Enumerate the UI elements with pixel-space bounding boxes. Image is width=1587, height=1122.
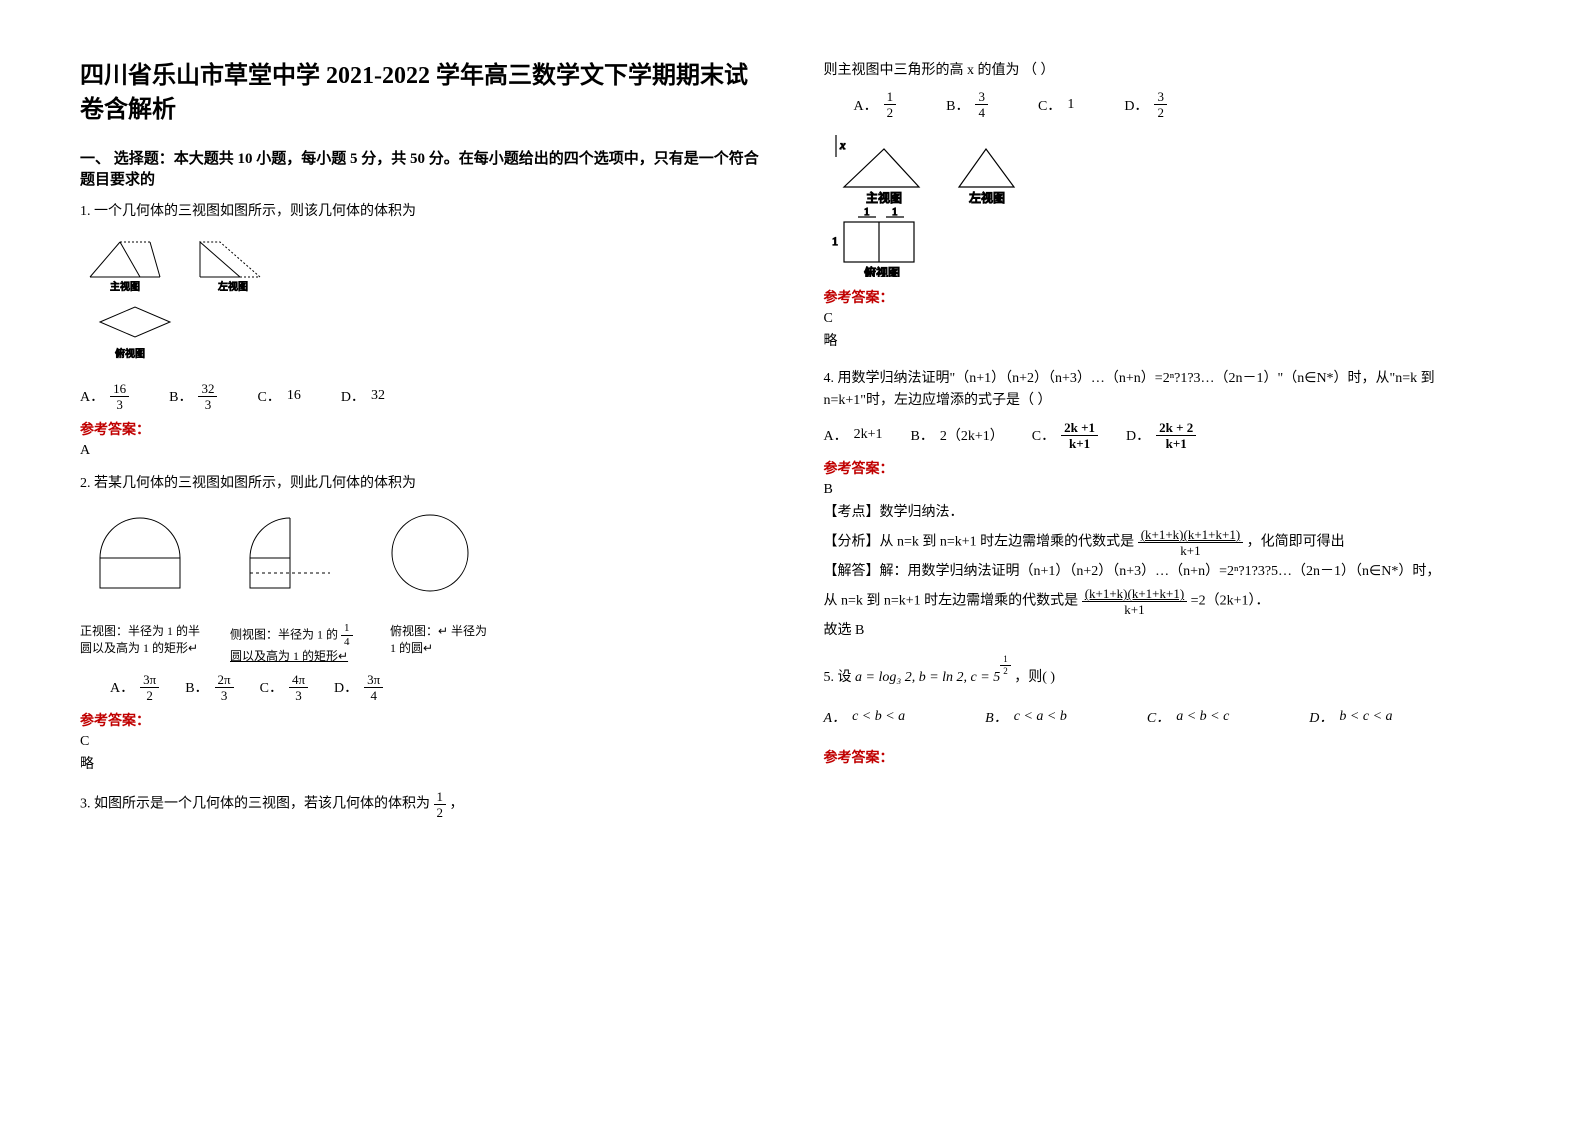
q3-opt-d: D．32: [1124, 90, 1167, 119]
q4-solution-a: 【解答】解：用数学归纳法证明（n+1）（n+2）（n+3）…（n+n）=2ⁿ?1…: [824, 561, 1508, 583]
q2-opt-a: A．3π2: [110, 673, 159, 702]
exam-title: 四川省乐山市草堂中学 2021-2022 学年高三数学文下学期期末试卷含解析: [80, 60, 764, 127]
q3-opt-b: B．34: [946, 90, 988, 119]
right-column: 则主视图中三角形的高 x 的值为 （ ） A．12 B．34 C．1 D．32 …: [824, 60, 1508, 1062]
q4-answer: B: [824, 482, 1508, 498]
q4-opt-d: D．2k + 2k+1: [1126, 421, 1196, 450]
svg-text:左视图: 左视图: [969, 190, 1005, 205]
q2-views-svg: [80, 503, 500, 613]
q2-cap-side: 侧视图：半径为 1 的 14 圆以及高为 1 的矩形↵: [230, 623, 370, 665]
svg-text:1: 1: [832, 234, 838, 248]
q5-opt-d: D．b < c < a: [1309, 707, 1392, 727]
q2-answer-label: 参考答案：: [80, 710, 764, 730]
question-3-part2: 则主视图中三角形的高 x 的值为 （ ） A．12 B．34 C．1 D．32 …: [824, 60, 1508, 354]
q3-text-line1: 3. 如图所示是一个几何体的三视图，若该几何体的体积为 12 ，: [80, 790, 764, 819]
q3-opt-a: A．12: [854, 90, 897, 119]
q5-options: A．c < b < a B．c < a < b C．a < b < c D．b …: [824, 707, 1508, 727]
q4-text: 4. 用数学归纳法证明"（n+1）（n+2）（n+3）…（n+n）=2ⁿ?1?3…: [824, 368, 1508, 413]
section-1-heading: 一、 选择题：本大题共 10 小题，每小题 5 分，共 50 分。在每小题给出的…: [80, 147, 764, 189]
q4-answer-label: 参考答案：: [824, 458, 1508, 478]
q2-cap-top: 俯视图：↵ 半径为 1 的圆↵: [390, 623, 490, 665]
q2-options: A．3π2 B．2π3 C．4π3 D．3π4: [110, 673, 764, 702]
q5-text: 5. 设 a = log₃ 2, b = ln 2, c = 512 ，则( ): [824, 663, 1508, 690]
question-4: 4. 用数学归纳法证明"（n+1）（n+2）（n+3）…（n+n）=2ⁿ?1?3…: [824, 368, 1508, 643]
svg-text:x: x: [839, 138, 846, 152]
svg-text:主视图: 主视图: [110, 280, 140, 293]
q1-answer-label: 参考答案：: [80, 419, 764, 439]
svg-text:俯视图: 俯视图: [864, 265, 900, 277]
q1-figure: 主视图 左视图 俯视图: [80, 232, 764, 372]
q4-options: A．2k+1 B．2（2k+1） C．2k +1k+1 D．2k + 2k+1: [824, 421, 1508, 450]
q1-options: A．163 B．323 C．16 D．32: [80, 382, 764, 411]
q2-opt-d: D．3π4: [334, 673, 383, 702]
q1-views-svg: 主视图 左视图 俯视图: [80, 232, 280, 372]
q1-opt-c: C．16: [257, 386, 300, 406]
question-2: 2. 若某几何体的三视图如图所示，则此几何体的体积为 正视图：半径为 1 的半圆…: [80, 473, 764, 777]
svg-text:左视图: 左视图: [218, 280, 248, 293]
q3-text-line2: 则主视图中三角形的高 x 的值为 （ ）: [824, 60, 1508, 82]
q3-options: A．12 B．34 C．1 D．32: [854, 90, 1508, 119]
svg-text:主视图: 主视图: [866, 190, 902, 205]
svg-text:俯视图: 俯视图: [115, 347, 145, 360]
q3-views-svg: x 主视图 左视图 1 1 1 俯视图: [824, 127, 1054, 277]
q2-figure: [80, 503, 764, 613]
q3-answer: C: [824, 311, 1508, 327]
q3-opt-c: C．1: [1038, 95, 1074, 115]
left-column: 四川省乐山市草堂中学 2021-2022 学年高三数学文下学期期末试卷含解析 一…: [80, 60, 764, 1062]
q2-opt-c: C．4π3: [260, 673, 308, 702]
q4-opt-a: A．2k+1: [824, 425, 883, 445]
question-3-part1: 3. 如图所示是一个几何体的三视图，若该几何体的体积为 12 ，: [80, 790, 764, 819]
q4-solution-b: 从 n=k 到 n=k+1 时左边需增乘的代数式是 (k+1+k)(k+1+k+…: [824, 587, 1508, 616]
q4-analysis: 【分析】从 n=k 到 n=k+1 时左边需增乘的代数式是 (k+1+k)(k+…: [824, 528, 1508, 557]
q2-brief: 略: [80, 754, 764, 776]
q1-opt-a: A．163: [80, 382, 129, 411]
q5-answer-label: 参考答案：: [824, 747, 1508, 767]
q3-figure: x 主视图 左视图 1 1 1 俯视图: [824, 127, 1508, 277]
q1-opt-d: D．32: [341, 386, 385, 406]
q2-answer: C: [80, 734, 764, 750]
q2-opt-b: B．2π3: [185, 673, 233, 702]
q3-answer-label: 参考答案：: [824, 287, 1508, 307]
q2-cap-front: 正视图：半径为 1 的半圆以及高为 1 的矩形↵: [80, 623, 210, 665]
q4-opt-b: B．2（2k+1）: [911, 425, 1004, 445]
q1-text: 1. 一个几何体的三视图如图所示，则该几何体的体积为: [80, 201, 764, 223]
svg-text:1: 1: [892, 206, 898, 218]
q4-exam-point: 【考点】数学归纳法．: [824, 502, 1508, 524]
question-1: 1. 一个几何体的三视图如图所示，则该几何体的体积为 主视图 左视图 俯视图: [80, 201, 764, 458]
q2-captions: 正视图：半径为 1 的半圆以及高为 1 的矩形↵ 侧视图：半径为 1 的 14 …: [80, 623, 764, 665]
q3-brief: 略: [824, 331, 1508, 353]
q5-opt-a: A．c < b < a: [824, 707, 906, 727]
q1-answer: A: [80, 443, 764, 459]
q5-opt-c: C．a < b < c: [1147, 707, 1229, 727]
q4-solution-d: 故选 B: [824, 620, 1508, 642]
q1-opt-b: B．323: [169, 382, 217, 411]
q5-opt-b: B．c < a < b: [985, 707, 1067, 727]
q4-opt-c: C．2k +1k+1: [1032, 421, 1098, 450]
q2-text: 2. 若某几何体的三视图如图所示，则此几何体的体积为: [80, 473, 764, 495]
svg-text:1: 1: [864, 206, 870, 218]
question-5: 5. 设 a = log₃ 2, b = ln 2, c = 512 ，则( )…: [824, 663, 1508, 768]
